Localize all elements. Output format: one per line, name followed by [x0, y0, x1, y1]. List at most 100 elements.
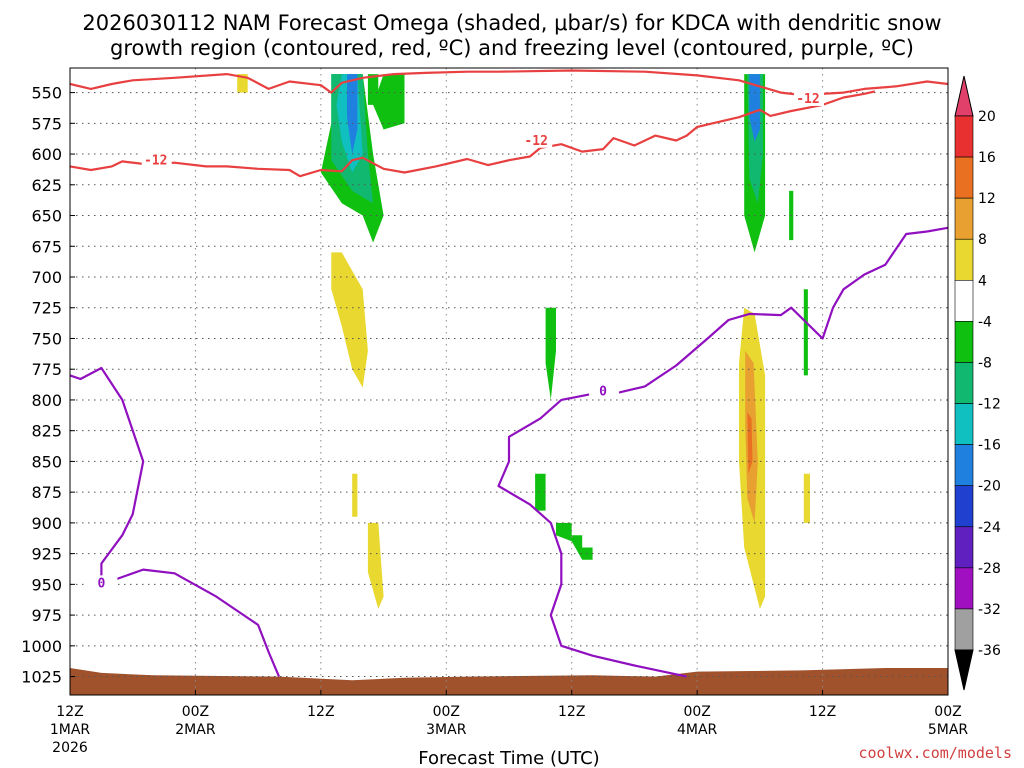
dgz-label-3-bg	[793, 90, 824, 106]
colorbar-swatch-4	[954, 280, 974, 322]
x-axis-label: Forecast Time (UTC)	[418, 748, 599, 768]
freezing-label-1: 0	[97, 576, 105, 591]
ytick-label-675: 675	[31, 237, 62, 256]
colorbar-label-6: -8	[978, 355, 992, 371]
dgz-label-1: -12	[144, 153, 167, 168]
xtick-sub-1: 2MAR	[175, 722, 216, 738]
colorbar-swatch-0	[954, 115, 974, 158]
colorbar-label-7: -12	[978, 397, 1001, 413]
freezing-contour-1	[70, 366, 281, 678]
dgz-label-3: -12	[796, 92, 819, 107]
xtick-label-7: 00Z	[934, 704, 961, 720]
chart-title-line2: growth region (contoured, red, ºC) and f…	[110, 36, 914, 60]
ytick-label-950: 950	[31, 575, 62, 594]
colorbar-swatch-5	[954, 321, 974, 363]
ytick-label-925: 925	[31, 545, 62, 564]
xtick-sub-7: 5MAR	[928, 722, 969, 738]
dgz-contour-lower	[70, 90, 876, 178]
omega-region-17	[556, 522, 593, 560]
colorbar-label-13: -36	[978, 643, 1001, 659]
omega-region-15	[545, 307, 556, 400]
colorbar-label-11: -28	[978, 561, 1001, 577]
colorbar-swatch-7	[954, 403, 974, 445]
grid-layer	[70, 68, 948, 695]
ytick-label-875: 875	[31, 483, 62, 502]
ytick-label-850: 850	[31, 452, 62, 471]
colorbar-label-0: 20	[978, 109, 996, 125]
contour-layer: -12 -12 -12 0 0	[70, 69, 948, 678]
xtick-label-0: 12Z	[56, 704, 83, 720]
colorbar-swatch-9	[954, 485, 974, 528]
ytick-label-825: 825	[31, 422, 62, 441]
xtick-sub-0: 1MAR	[50, 722, 91, 738]
colorbar-label-5: -4	[978, 314, 992, 330]
omega-region-12	[331, 252, 368, 388]
chart-title-line1: 2026030112 NAM Forecast Omega (shaded, μ…	[82, 11, 941, 35]
colorbar-label-8: -16	[978, 438, 1001, 454]
ground-surface	[70, 668, 948, 695]
colorbar-swatch-6	[954, 362, 974, 404]
ytick-label-600: 600	[31, 145, 62, 164]
omega-region-16	[535, 473, 546, 511]
colorbar-label-4: 4	[978, 273, 987, 289]
ytick-label-800: 800	[31, 391, 62, 410]
dgz-label-1-bg	[141, 152, 172, 168]
omega-region-10	[803, 289, 808, 376]
xtick-label-4: 12Z	[558, 704, 585, 720]
ytick-label-775: 775	[31, 360, 62, 379]
xtick-sub-3: 3MAR	[426, 722, 467, 738]
ytick-label-1000: 1000	[21, 637, 62, 656]
xtick-sub-5: 4MAR	[677, 722, 718, 738]
colorbar-swatch-8	[954, 444, 974, 486]
colorbar-top-arrow	[954, 75, 974, 117]
omega-region-21	[803, 473, 810, 523]
xtick-label-6: 12Z	[809, 704, 836, 720]
credit-text: coolwx.com/models	[858, 744, 1012, 762]
ytick-label-1025: 1025	[21, 668, 62, 687]
omega-region-3	[347, 74, 358, 155]
omega-region-5	[367, 74, 379, 105]
colorbar: 20 16 12 8 4 -4 -8 -12 -16 -20 -24 -28 -32 -36	[954, 75, 1001, 691]
ytick-label-750: 750	[31, 329, 62, 348]
xtick-label-3: 00Z	[433, 704, 460, 720]
xtick-label-5: 00Z	[683, 704, 710, 720]
ytick-label-700: 700	[31, 268, 62, 287]
colorbar-swatch-10	[954, 526, 974, 569]
ytick-label-650: 650	[31, 207, 62, 226]
y-axis-ticks: 550 575 600 625 650 675 700 725 750 775 800 825 850 8…	[21, 84, 75, 687]
colorbar-label-10: -24	[978, 520, 1001, 536]
freezing-label-2-bg	[589, 383, 620, 399]
colorbar-label-2: 12	[978, 191, 996, 207]
ytick-label-900: 900	[31, 514, 62, 533]
colorbar-label-3: 8	[978, 232, 987, 248]
dgz-label-2: -12	[524, 134, 547, 149]
ytick-label-975: 975	[31, 606, 62, 625]
xtick-label-1: 00Z	[182, 704, 209, 720]
colorbar-swatch-11	[954, 567, 974, 610]
omega-shading-layer	[237, 74, 810, 609]
plot-frame	[69, 67, 949, 696]
dgz-label-2-bg	[522, 132, 553, 148]
omega-region-14	[367, 522, 384, 609]
colorbar-swatch-2	[954, 197, 974, 240]
colorbar-swatch-12	[954, 608, 974, 651]
colorbar-swatch-3	[954, 238, 974, 281]
colorbar-swatch-1	[954, 156, 974, 199]
ytick-label-575: 575	[31, 114, 62, 133]
omega-region-20	[747, 412, 753, 474]
omega-region-13	[352, 473, 358, 517]
ytick-label-625: 625	[31, 176, 62, 195]
freezing-contour-2	[497, 226, 948, 678]
colorbar-label-1: 16	[978, 150, 996, 166]
colorbar-label-9: -20	[978, 479, 1001, 495]
omega-region-11	[237, 74, 248, 93]
xtick-label-2: 12Z	[307, 704, 334, 720]
freezing-label-1-bg	[87, 575, 118, 591]
xtick-year-0: 2026	[52, 740, 88, 756]
ytick-label-725: 725	[31, 299, 62, 318]
ytick-label-550: 550	[31, 84, 62, 103]
colorbar-bottom-arrow	[954, 649, 974, 691]
x-axis-ticks: 12Z 1MAR 2026 00Z 2MAR 12Z 00Z 3MAR 12Z 00Z 4MAR 12…	[50, 690, 969, 756]
omega-region-8	[749, 74, 760, 142]
